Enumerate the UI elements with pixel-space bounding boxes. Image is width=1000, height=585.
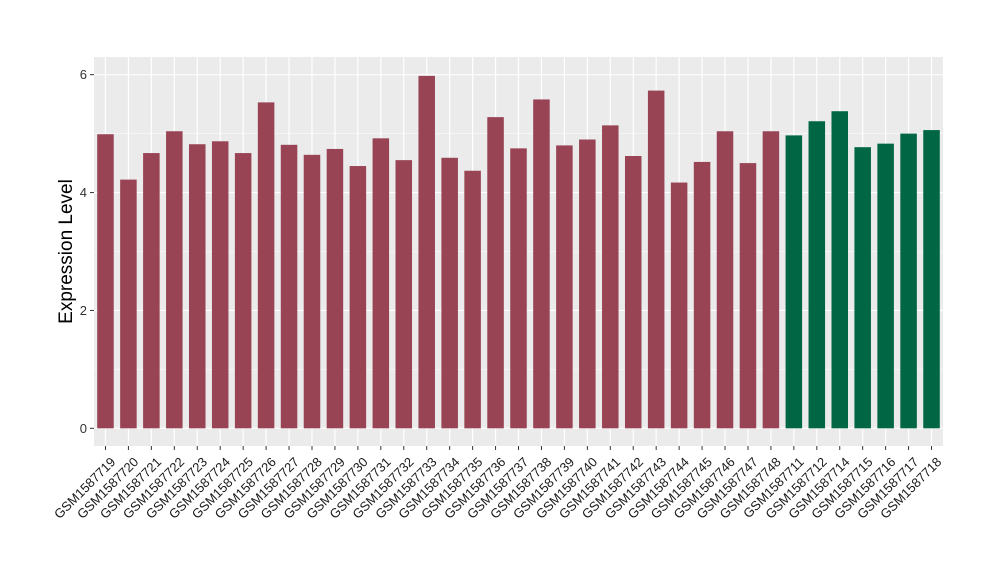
bar-GSM1587732 [395,160,413,429]
bar-GSM1587737 [510,148,527,429]
bars [97,75,940,429]
bar-GSM1587724 [211,141,229,429]
bar-GSM1587722 [166,131,183,429]
bar-GSM1587723 [188,144,206,429]
y-tick-label: 6 [80,67,87,82]
bar-GSM1587741 [602,125,619,429]
y-axis-title: Expression Level [56,179,77,324]
bar-GSM1587712 [808,121,826,429]
bar-GSM1587729 [326,148,344,429]
y-tick-label: 0 [80,421,87,436]
y-tick-label: 4 [80,185,87,200]
bar-GSM1587735 [464,170,481,429]
bar-GSM1587714 [831,111,849,429]
bar-GSM1587726 [257,102,275,429]
bar-GSM1587718 [923,130,940,429]
bar-GSM1587711 [785,135,803,429]
bar-GSM1587744 [670,182,688,429]
bar-GSM1587733 [418,75,435,429]
bar-GSM1587716 [877,143,894,429]
bar-GSM1587747 [739,163,757,429]
bar-GSM1587730 [349,166,367,429]
bar-GSM1587736 [487,117,504,429]
bar-GSM1587738 [533,99,550,429]
bar-GSM1587720 [120,179,137,429]
bar-GSM1587727 [280,144,298,429]
bar-GSM1587745 [693,161,711,429]
y-tick-label: 2 [80,303,87,318]
bar-GSM1587740 [579,139,596,429]
bar-GSM1587742 [624,156,642,429]
bar-GSM1587725 [234,153,252,429]
bar-GSM1587721 [143,153,160,429]
bar-GSM1587719 [97,134,114,429]
x-axis: GSM1587719GSM1587720GSM1587721GSM1587722… [51,446,944,522]
bar-GSM1587728 [303,154,321,429]
bar-GSM1587748 [762,131,780,429]
bar-GSM1587717 [900,133,917,429]
bar-GSM1587734 [441,157,458,429]
bar-GSM1587746 [716,131,734,429]
bar-GSM1587739 [556,145,573,429]
bar-GSM1587731 [372,138,390,429]
bar-GSM1587743 [647,90,665,429]
y-axis: 0 2 4 6 [80,67,94,436]
bar-GSM1587715 [854,147,871,429]
